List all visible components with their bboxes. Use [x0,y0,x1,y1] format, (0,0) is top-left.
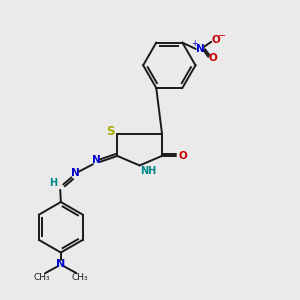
Text: −: − [218,31,226,41]
Text: H: H [49,178,57,188]
Text: O: O [208,53,217,63]
Text: NH: NH [140,166,157,176]
Text: S: S [106,125,115,138]
Text: CH₃: CH₃ [34,273,50,282]
Text: N: N [71,168,80,178]
Text: +: + [191,38,198,47]
Text: N: N [92,154,100,164]
Text: O: O [178,151,187,161]
Text: O: O [211,35,220,45]
Text: CH₃: CH₃ [71,273,88,282]
Text: N: N [56,259,65,269]
Text: N: N [196,44,204,54]
